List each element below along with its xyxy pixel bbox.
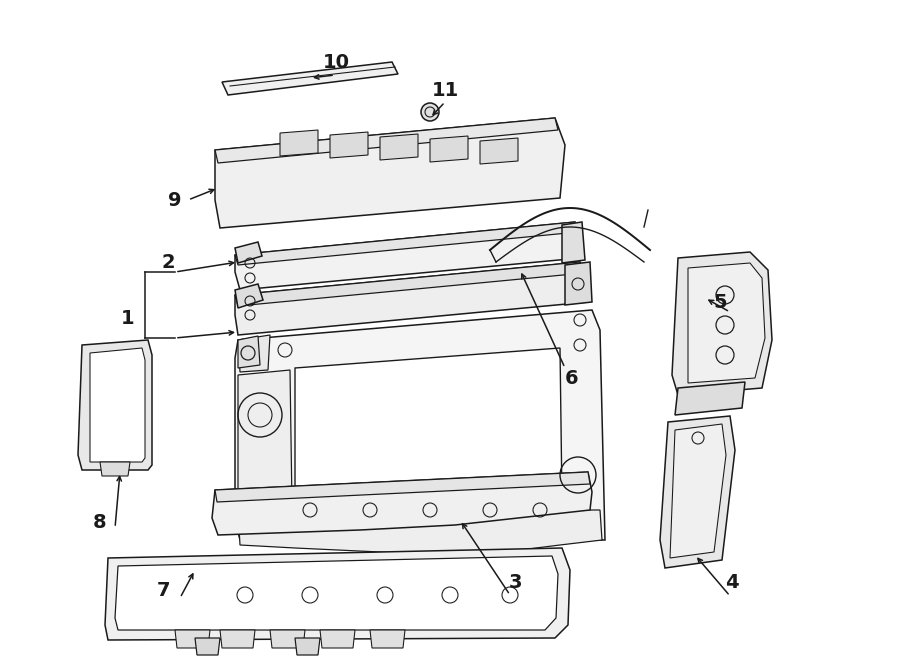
Polygon shape (670, 424, 726, 558)
Polygon shape (238, 335, 270, 372)
Polygon shape (672, 252, 772, 395)
Polygon shape (235, 310, 605, 540)
Polygon shape (675, 382, 745, 415)
Text: 5: 5 (713, 293, 727, 311)
Text: 10: 10 (322, 52, 349, 71)
Polygon shape (688, 263, 765, 383)
Text: 1: 1 (122, 309, 135, 327)
Polygon shape (370, 630, 405, 648)
Text: 7: 7 (157, 580, 170, 600)
Polygon shape (430, 136, 468, 162)
Polygon shape (270, 630, 305, 648)
Polygon shape (562, 222, 585, 263)
Polygon shape (115, 556, 558, 630)
Text: 6: 6 (565, 368, 579, 387)
Polygon shape (78, 340, 152, 470)
Polygon shape (105, 548, 570, 640)
Text: 3: 3 (508, 572, 522, 592)
Polygon shape (175, 630, 210, 648)
Polygon shape (238, 510, 602, 555)
Text: 4: 4 (725, 572, 739, 592)
Polygon shape (295, 348, 562, 500)
Polygon shape (235, 222, 578, 265)
Polygon shape (215, 118, 565, 228)
Text: 11: 11 (431, 81, 459, 100)
Polygon shape (220, 630, 255, 648)
Polygon shape (215, 118, 558, 163)
Polygon shape (235, 262, 590, 335)
Text: 2: 2 (161, 253, 175, 272)
Polygon shape (320, 630, 355, 648)
Polygon shape (330, 132, 368, 158)
Polygon shape (480, 138, 518, 164)
Polygon shape (100, 462, 130, 476)
Polygon shape (212, 472, 592, 535)
Polygon shape (380, 134, 418, 160)
Polygon shape (215, 472, 590, 502)
Polygon shape (195, 638, 220, 655)
Polygon shape (238, 370, 292, 508)
Polygon shape (295, 638, 320, 655)
Polygon shape (235, 284, 263, 308)
Polygon shape (565, 262, 592, 305)
Polygon shape (238, 336, 260, 368)
Polygon shape (235, 262, 584, 306)
Polygon shape (235, 222, 582, 290)
Polygon shape (660, 416, 735, 568)
Text: 8: 8 (94, 512, 107, 531)
Polygon shape (222, 62, 398, 95)
Circle shape (421, 103, 439, 121)
Polygon shape (235, 242, 262, 263)
Polygon shape (90, 348, 145, 462)
Polygon shape (280, 130, 318, 156)
Text: 9: 9 (168, 190, 182, 210)
